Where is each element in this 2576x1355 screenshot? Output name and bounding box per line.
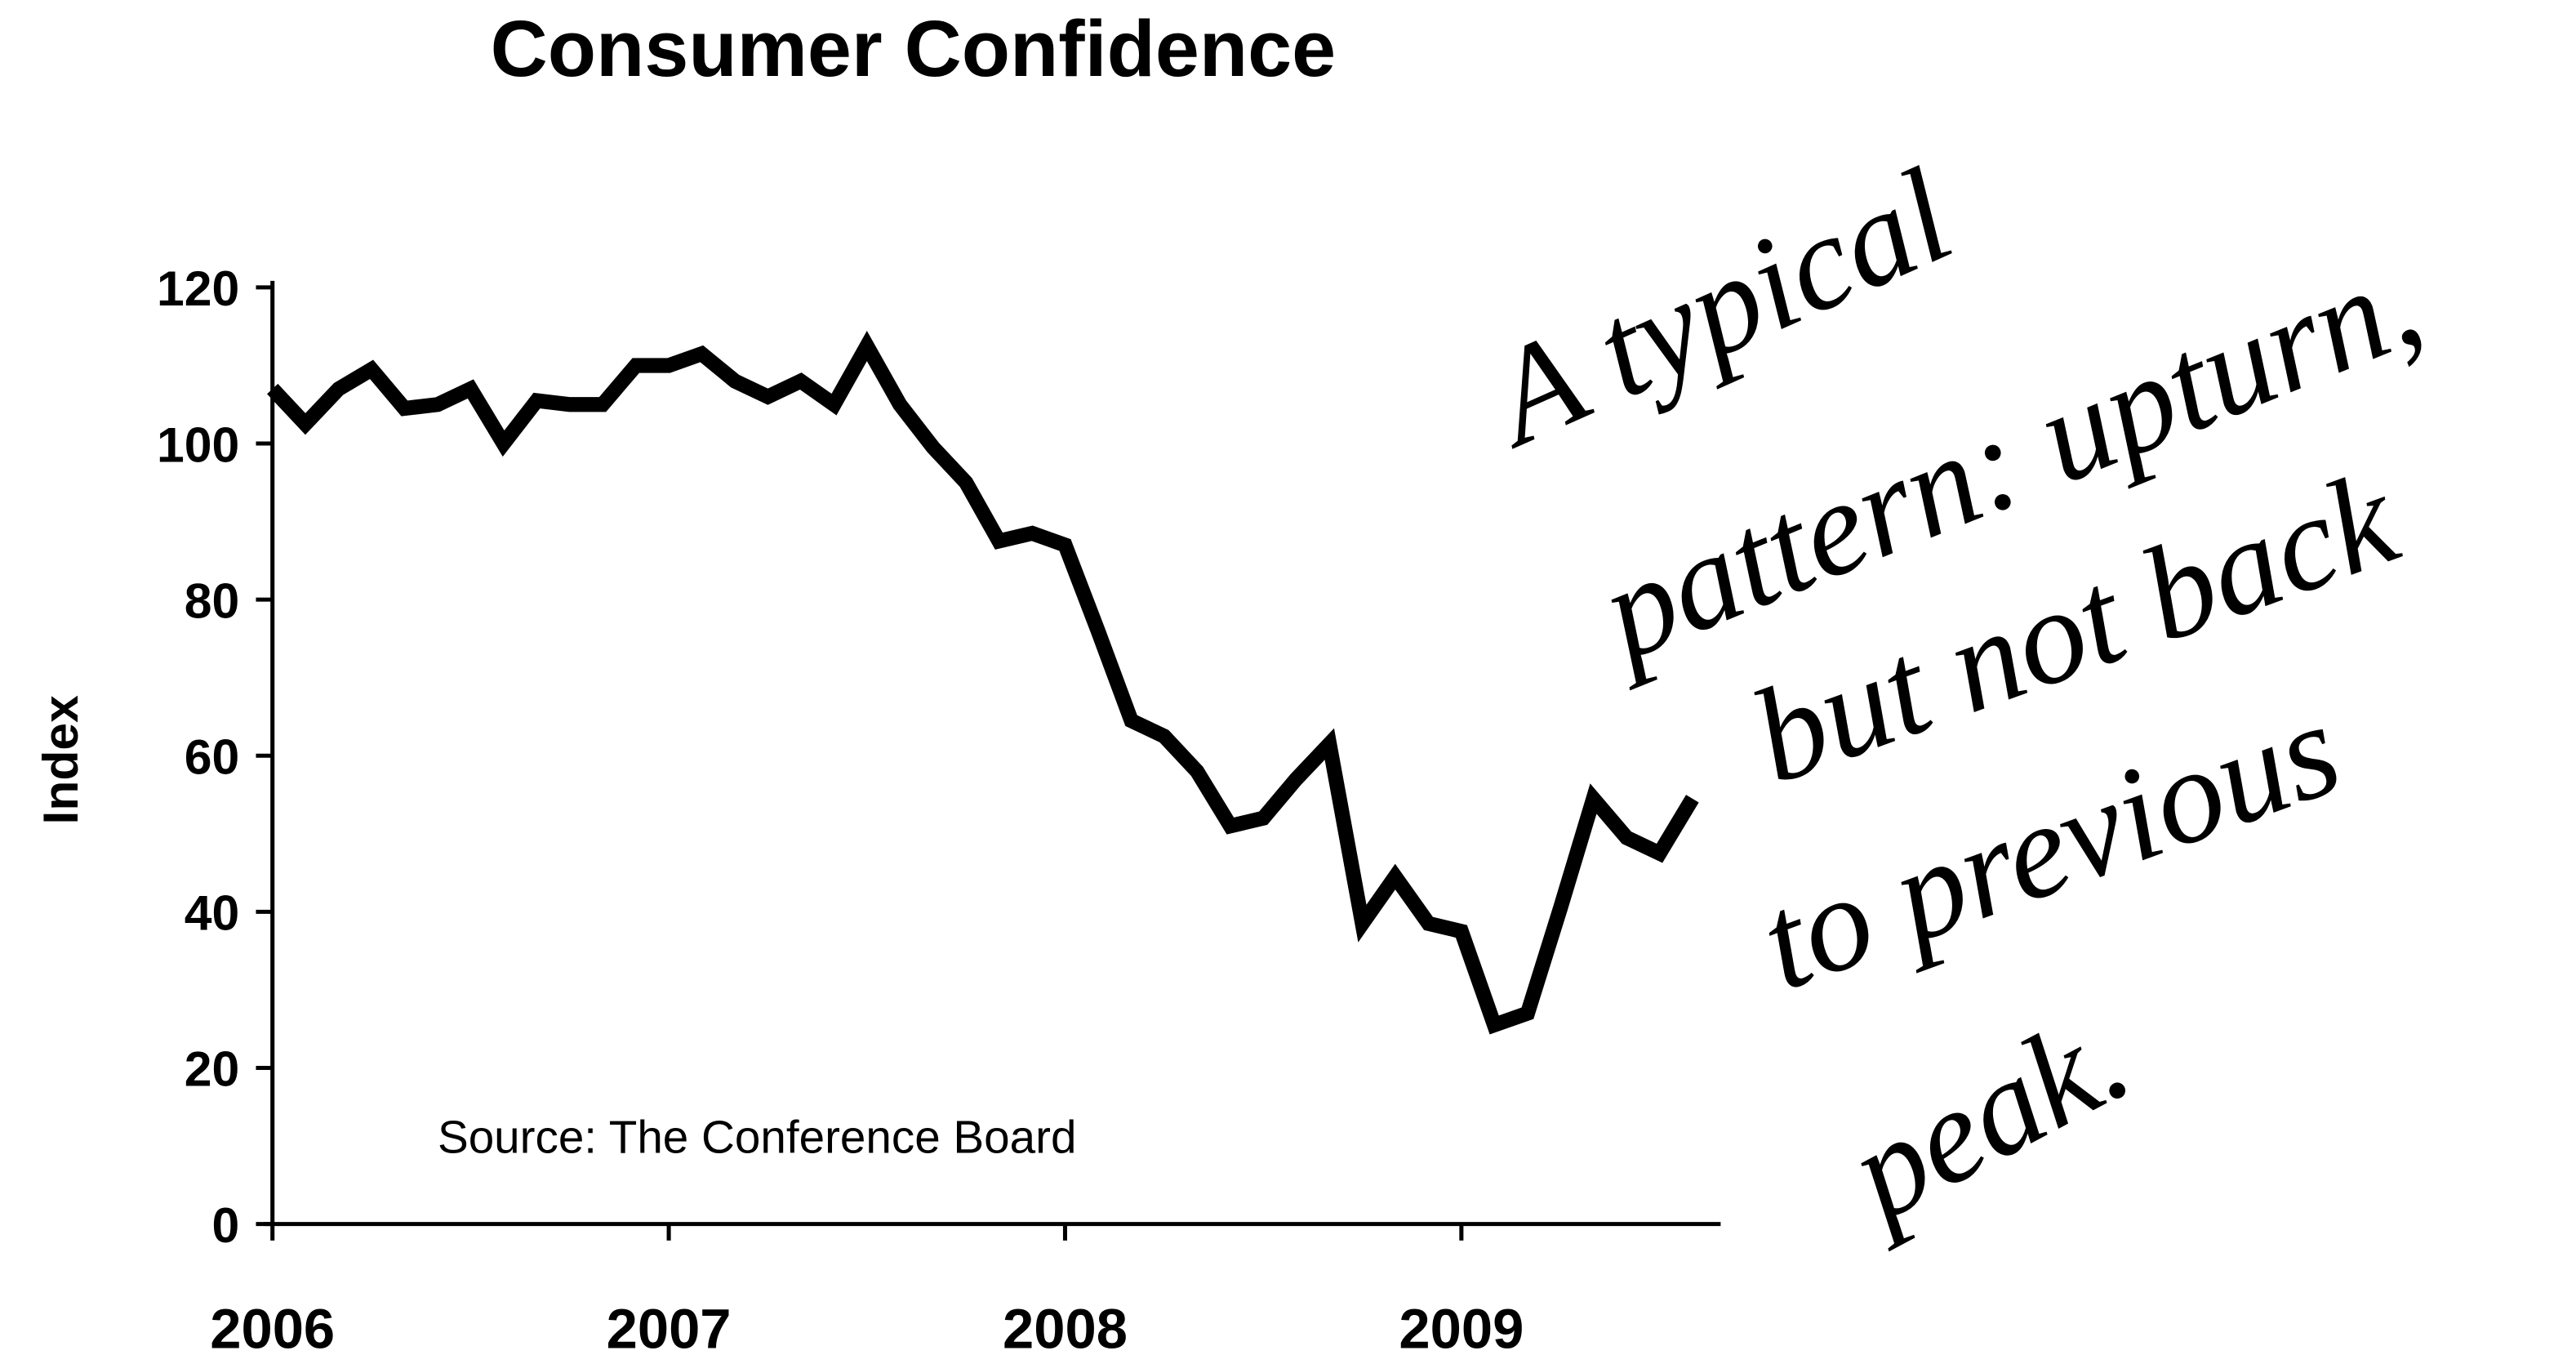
line-series (267, 331, 1699, 1035)
handwritten-note: A typical pattern: upturn, but not back … (1462, 139, 2440, 1252)
chart-title: Consumer Confidence (491, 4, 1336, 93)
y-tick-label: 0 (212, 1197, 240, 1253)
y-tick-label: 100 (157, 417, 239, 472)
y-tick-label: 120 (157, 261, 239, 316)
note-line: peak. (1818, 979, 2151, 1252)
source-note: Source: The Conference Board (438, 1112, 1077, 1163)
y-tick-label: 80 (185, 573, 239, 628)
y-tick-label: 20 (185, 1041, 239, 1097)
y-tick-label: 60 (185, 729, 239, 785)
y-axis-label: Index (33, 695, 88, 825)
y-tick-label: 40 (185, 885, 239, 941)
x-tick-label: 2006 (210, 1297, 335, 1355)
x-tick-label: 2008 (1003, 1297, 1128, 1355)
x-tick-label: 2007 (607, 1297, 732, 1355)
x-tick-label: 2009 (1399, 1297, 1524, 1355)
